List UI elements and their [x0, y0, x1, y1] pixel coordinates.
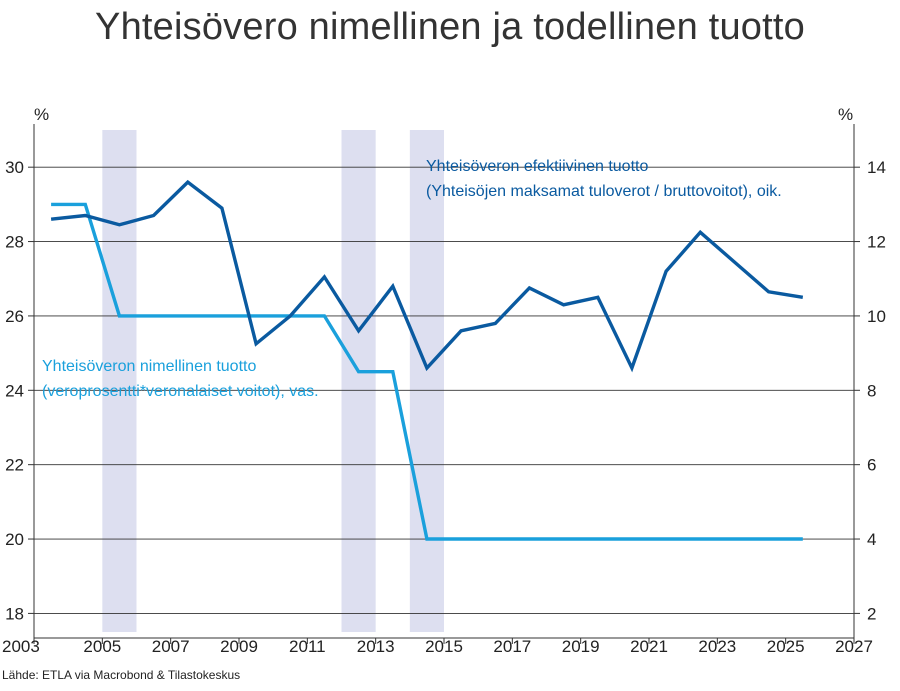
x-tick-label-4: 2011: [289, 637, 326, 656]
nominal-series-label-2: (veroprosentti*veronalaiset voitot), vas…: [42, 383, 319, 400]
y-left-tick-label-6: 30: [5, 158, 24, 177]
x-tick-label-7: 2017: [493, 637, 531, 656]
x-tick-label-10: 2023: [698, 637, 736, 656]
tick-labels: 2003 2005 2007 2009 2011 2013 2015 2017 2019 2021…: [2, 158, 886, 656]
x-tick-label-11: 2025: [767, 637, 805, 656]
effective-series-label-2: (Yhteisöjen maksamat tuloverot / bruttov…: [426, 183, 782, 200]
y-right-tick-label-5: 12: [867, 233, 886, 252]
y-right-tick-label-3: 8: [867, 381, 876, 400]
shaded-period-2: [409, 130, 444, 632]
y-left-tick-label-2: 22: [5, 456, 24, 475]
y-left-tick-label-0: 18: [5, 604, 24, 623]
x-tick-label-0: 2003: [2, 637, 40, 656]
y-right-tick-label-1: 4: [867, 530, 876, 549]
y-left-tick-label-1: 20: [5, 530, 24, 549]
x-tick-label-9: 2021: [630, 637, 668, 656]
axes: [28, 124, 860, 644]
y-right-unit-label: %: [838, 105, 853, 124]
series-lines: [50, 179, 804, 541]
x-tick-label-2: 2007: [152, 637, 190, 656]
y-left-tick-label-5: 28: [5, 233, 24, 252]
x-tick-label-3: 2009: [220, 637, 258, 656]
nominal-series-line: [51, 202, 803, 541]
x-tick-label-12: 2027: [835, 637, 873, 656]
y-right-tick-label-4: 10: [867, 307, 886, 326]
effective-series-line: [50, 179, 804, 373]
y-left-tick-label-4: 26: [5, 307, 24, 326]
nominal-series-label-1: Yhteisöveron nimellinen tuotto: [42, 358, 256, 375]
shaded-period-0: [102, 130, 137, 632]
source-note: Lähde: ETLA via Macrobond & Tilastokesku…: [2, 668, 241, 682]
chart-title: Yhteisövero nimellinen ja todellinen tuo…: [95, 6, 805, 48]
y-left-tick-label-3: 24: [5, 381, 24, 400]
shaded-periods: [102, 130, 444, 632]
x-tick-label-5: 2013: [357, 637, 395, 656]
y-left-unit-label: %: [34, 105, 49, 124]
y-right-tick-label-6: 14: [867, 158, 886, 177]
y-right-tick-label-2: 6: [867, 456, 876, 475]
y-right-tick-label-0: 2: [867, 604, 876, 623]
shaded-period-1: [341, 130, 376, 632]
effective-series-label-1: Yhteisöveron efektiivinen tuotto: [426, 158, 648, 175]
x-tick-label-6: 2015: [425, 637, 463, 656]
x-tick-label-8: 2019: [562, 637, 600, 656]
x-tick-label-1: 2005: [83, 637, 121, 656]
